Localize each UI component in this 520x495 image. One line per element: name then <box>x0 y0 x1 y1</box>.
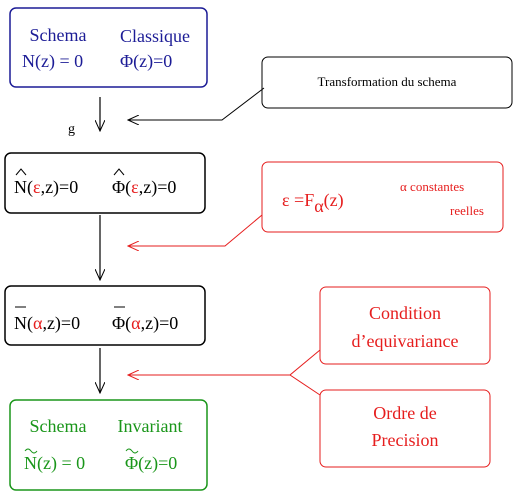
note-box <box>319 389 491 468</box>
box-alpha <box>4 285 206 346</box>
equation: Φ(α,z)=0 <box>112 313 178 334</box>
eq-part: Φ( <box>112 177 131 198</box>
equation: Φ(z)=0 <box>125 453 177 474</box>
formula-part: (z) <box>324 190 344 211</box>
equation: N(ε,z)=0 <box>14 177 78 198</box>
eq-param: α <box>33 313 43 333</box>
note-formula: ε =Fα(z) <box>282 190 344 216</box>
box-classique <box>9 7 208 88</box>
connector <box>128 214 263 246</box>
hat-accent <box>15 168 27 176</box>
formula-part: ε =F <box>282 190 314 210</box>
tilde-accent <box>24 448 38 454</box>
note-line: Condition <box>369 303 441 323</box>
note-remark: reelles <box>450 203 484 218</box>
eq-part: Φ( <box>112 313 131 334</box>
eq-part: ,z)=0 <box>139 177 177 198</box>
title-word: Schema <box>30 416 87 436</box>
note-remark: α constantes <box>400 179 464 194</box>
box-invariant <box>9 399 208 491</box>
equation: N(α,z)=0 <box>14 313 80 334</box>
eq-param: ε <box>33 177 41 197</box>
formula-subscript: α <box>314 196 324 216</box>
equation: N(z) = 0 <box>22 51 83 72</box>
title-word: Classique <box>120 26 190 46</box>
title-word: Schema <box>30 25 87 45</box>
equation: Φ(z)=0 <box>120 51 172 72</box>
note-box <box>261 56 513 109</box>
hat-accent <box>113 168 125 176</box>
note-line: d’equivariance <box>352 331 459 351</box>
eq-part: ,z)=0 <box>141 313 179 334</box>
eq-param: α <box>131 313 141 333</box>
eq-part: ,z)=0 <box>42 313 80 334</box>
note-box <box>261 161 504 233</box>
title-word: Invariant <box>118 416 183 436</box>
edge-label: g <box>68 122 75 137</box>
tilde-accent <box>125 448 139 454</box>
note-line: Ordre de <box>373 403 436 423</box>
note-line: Precision <box>372 430 439 450</box>
eq-param: ε <box>131 177 139 197</box>
connector <box>289 349 321 396</box>
eq-part: ,z)=0 <box>41 177 79 198</box>
equation: Φ(ε,z)=0 <box>112 177 176 198</box>
connector <box>128 87 265 120</box>
note-text: Transformation du schema <box>318 74 457 89</box>
eq-part: N( <box>14 177 33 198</box>
box-epsilon <box>4 152 206 214</box>
equation: N(z) = 0 <box>24 453 85 474</box>
note-box <box>319 286 491 365</box>
eq-part: N( <box>14 313 33 334</box>
